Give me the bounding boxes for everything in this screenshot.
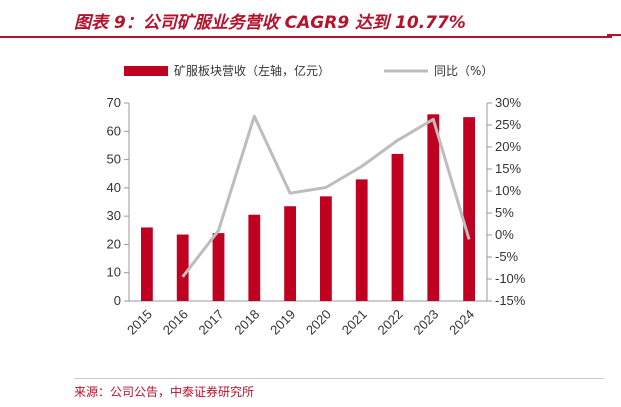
y-right-tick-label: 25% — [495, 117, 521, 132]
y-right-tick-label: 20% — [495, 139, 521, 154]
x-tick-labels: 2015 2016 2017 2018 2019 2020 2021 2022 2023 2024 — [124, 307, 477, 338]
y-right-tick-label: 10% — [495, 183, 521, 198]
y-right-tick-label: -5% — [495, 249, 519, 264]
x-tick-label: 2022 — [375, 307, 406, 338]
legend: 矿服板块营收（左轴，亿元） 同比（%） — [124, 63, 493, 78]
y-right-tick-label: -15% — [495, 293, 526, 308]
chart-container: 矿服板块营收（左轴，亿元） 同比（%） 0 10 20 30 40 50 60 70 -15% -… — [74, 50, 604, 370]
y-left-tick-label: 50 — [107, 152, 121, 167]
y-right-tick-label: -10% — [495, 271, 526, 286]
x-tick-label: 2017 — [196, 307, 227, 338]
x-tick-label: 2024 — [446, 307, 477, 338]
bar — [284, 206, 297, 301]
x-tick-label: 2021 — [339, 307, 370, 338]
y-right-tick-label: 15% — [495, 161, 521, 176]
x-tick-label: 2019 — [267, 307, 298, 338]
bar — [391, 153, 404, 301]
bar — [355, 179, 368, 301]
bar — [212, 233, 225, 301]
bar — [176, 234, 189, 301]
bar — [248, 214, 261, 301]
x-tick-label: 2018 — [231, 307, 262, 338]
axes: 0 10 20 30 40 50 60 70 -15% -10% -5% 0% 5% 10% 15% 20% 2… — [107, 95, 526, 308]
figure-title: 图表 9：公司矿服业务营收 CAGR9 达到 10.77% — [74, 13, 466, 33]
y-left-tick-label: 10 — [107, 265, 121, 280]
y-right-tick-label: 0% — [495, 227, 514, 242]
source-note: 来源：公司公告，中泰证券研究所 — [74, 378, 604, 400]
x-tick-label: 2015 — [124, 307, 155, 338]
adjacent-panel-edge — [607, 0, 621, 407]
line-series — [181, 114, 471, 278]
bar-series — [140, 114, 476, 302]
bar — [427, 114, 440, 301]
y-left-tick-label: 0 — [114, 293, 121, 308]
x-tick-label: 2016 — [160, 307, 191, 338]
legend-bar-swatch — [124, 66, 168, 76]
y-left-tick-label: 60 — [107, 123, 121, 138]
y-left-tick-label: 30 — [107, 208, 121, 223]
bar — [140, 227, 153, 301]
y-left-tick-label: 40 — [107, 180, 121, 195]
legend-bar-label: 矿服板块营收（左轴，亿元） — [174, 63, 330, 78]
legend-line-label: 同比（%） — [434, 64, 493, 78]
x-tick-label: 2023 — [410, 307, 441, 338]
y-left-tick-label: 20 — [107, 236, 121, 251]
bar — [463, 117, 476, 302]
x-tick-label: 2020 — [303, 307, 334, 338]
bar — [319, 196, 332, 301]
adjacent-panel-rule — [607, 34, 621, 36]
title-bar: 图表 9：公司矿服业务营收 CAGR9 达到 10.77% — [0, 0, 612, 38]
y-left-tick-label: 70 — [107, 95, 121, 110]
y-right-tick-label: 30% — [495, 95, 521, 110]
y-right-tick-label: 5% — [495, 205, 514, 220]
combo-chart: 矿服板块营收（左轴，亿元） 同比（%） 0 10 20 30 40 50 60 70 -15% -… — [107, 63, 526, 338]
